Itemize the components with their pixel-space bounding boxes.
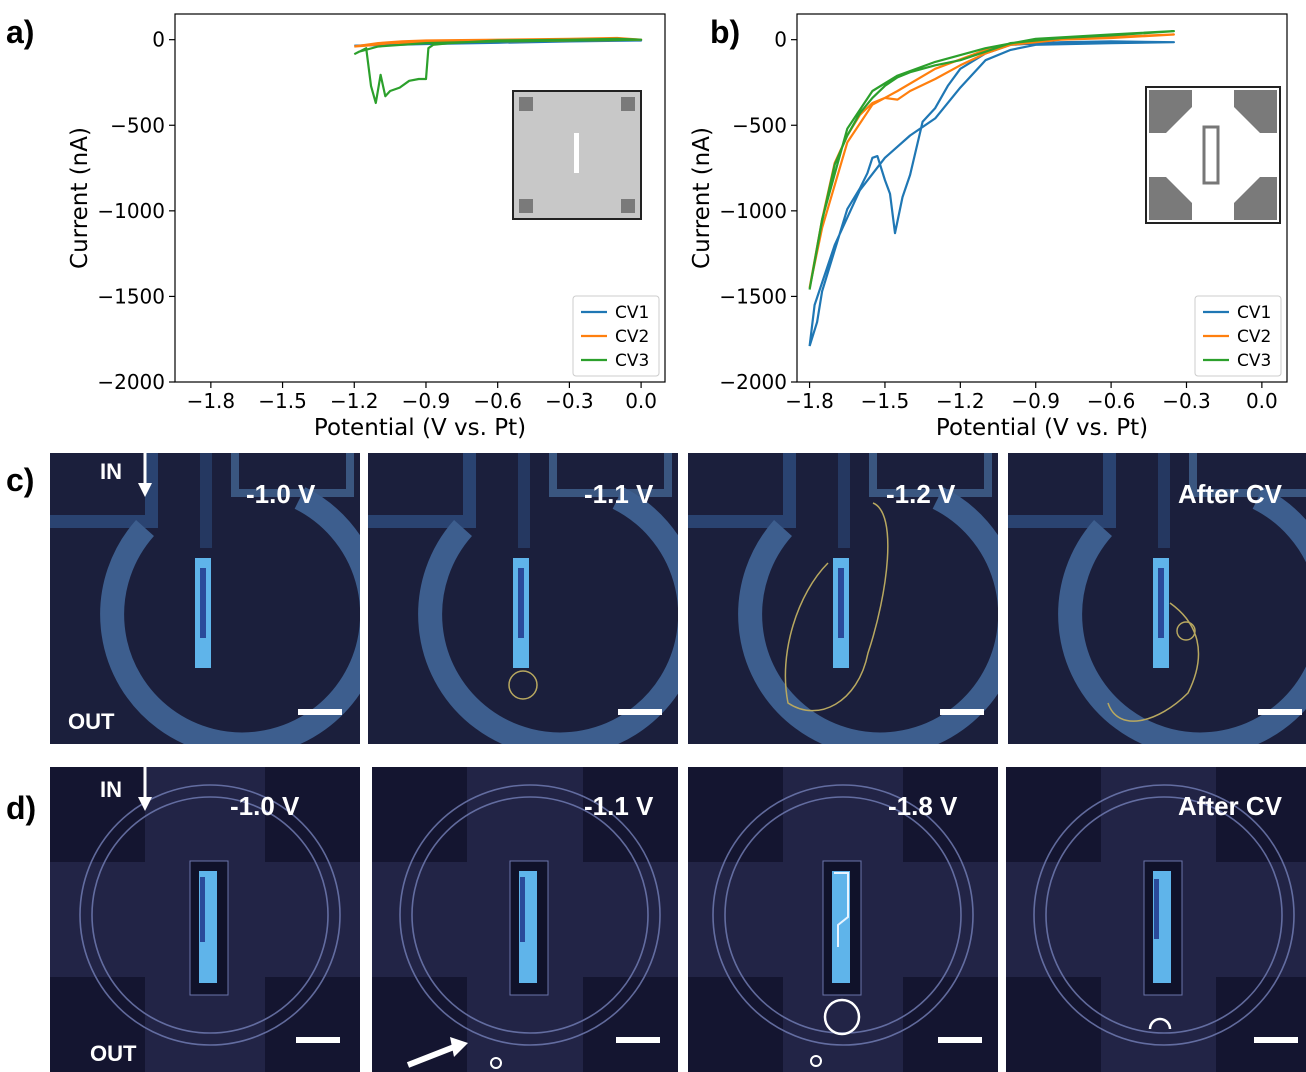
legend-label: CV1 [615, 303, 649, 323]
x-tick-label: 0.0 [625, 389, 657, 413]
frame-voltage-label: -1.1 V [584, 479, 654, 509]
y-tick-label: −1000 [719, 199, 787, 223]
x-tick-label: −0.6 [1087, 389, 1136, 413]
y-tick-label: −1500 [97, 284, 165, 308]
inset-pad [621, 97, 635, 111]
device-d-3 [688, 767, 998, 1072]
legend-label: CV3 [615, 351, 649, 371]
scale-bar [1258, 709, 1302, 715]
frame-voltage-label: -1.8 V [888, 791, 958, 821]
device-d-4 [1006, 767, 1306, 1072]
x-tick-label: −1.5 [861, 389, 910, 413]
frame-voltage-label: After CV [1178, 479, 1283, 509]
y-axis-label: Current (nA) [67, 127, 93, 269]
scale-bar [296, 1037, 340, 1043]
x-tick-label: −1.8 [785, 389, 834, 413]
legend-label: CV3 [1237, 351, 1271, 371]
panel-label-b: b) [710, 14, 741, 50]
y-tick-label: −1500 [719, 284, 787, 308]
x-tick-label: −0.3 [1162, 389, 1211, 413]
x-axis-label: Potential (V vs. Pt) [314, 415, 526, 441]
in-arrow-icon [138, 453, 152, 497]
micrograph-c-3: -1.2 V [688, 453, 998, 744]
inset-pad [1149, 177, 1192, 220]
x-tick-label: −0.9 [402, 389, 451, 413]
micrograph-d-2: -1.1 V [372, 767, 678, 1072]
y-axis-label: Current (nA) [689, 127, 715, 269]
x-tick-label: 0.0 [1246, 389, 1278, 413]
series-line-cv1 [808, 40, 1176, 347]
micrograph-c-4: After CV [1008, 453, 1306, 744]
device-c-3 [688, 453, 998, 744]
inset-pad [1149, 90, 1192, 133]
x-tick-label: −1.5 [258, 389, 307, 413]
device-c-4 [1008, 453, 1306, 744]
out-label: OUT [68, 709, 115, 734]
micrograph-d-4: After CV [1006, 767, 1306, 1072]
x-tick-label: −0.9 [1011, 389, 1060, 413]
panel-label-d: d) [6, 790, 37, 826]
device-d-1 [50, 767, 360, 1072]
frame-voltage-label: -1.2 V [886, 479, 956, 509]
micrograph-c-2: -1.1 V [368, 453, 678, 744]
y-tick-label: −500 [732, 113, 787, 137]
x-tick-label: −1.8 [187, 389, 236, 413]
y-tick-label: −2000 [719, 370, 787, 394]
frame-voltage-label: After CV [1178, 791, 1283, 821]
x-tick-label: −0.3 [545, 389, 594, 413]
panel-label-a: a) [6, 14, 35, 50]
out-label: OUT [90, 1041, 137, 1066]
device-c-2 [368, 453, 678, 744]
scale-bar [618, 709, 662, 715]
cv-charts: −1.8 −1.5 −1.2 −0.9 −0.6 −0.3 0.0 0 −500 −1000 −15… [67, 13, 1288, 441]
y-tick-label: −500 [110, 113, 165, 137]
frame-voltage-label: -1.0 V [230, 791, 300, 821]
inset-electrode [1202, 125, 1220, 185]
legend-box [572, 295, 660, 377]
scale-bar [298, 709, 342, 715]
inset-pad [1234, 177, 1277, 220]
in-label: IN [100, 777, 122, 802]
legend-label: CV2 [1237, 327, 1271, 347]
x-tick-label: −1.2 [936, 389, 985, 413]
y-tick-label: −2000 [97, 370, 165, 394]
in-label: IN [100, 459, 122, 484]
scale-bar [1254, 1037, 1298, 1043]
inset-electrode [574, 133, 579, 173]
legend-label: CV2 [615, 327, 649, 347]
micrograph-d-1: IN -1.0 V OUT [50, 767, 360, 1072]
x-tick-label: −1.2 [330, 389, 379, 413]
frame-voltage-label: -1.1 V [584, 791, 654, 821]
inset-pad [519, 97, 533, 111]
micrograph-c-1: IN -1.0 V OUT [50, 453, 360, 744]
panel-label-c: c) [6, 462, 35, 498]
inset-pad [519, 199, 533, 213]
scale-bar [616, 1037, 660, 1043]
scale-bar [940, 709, 984, 715]
inset-pad [621, 199, 635, 213]
device-d-2 [372, 767, 678, 1072]
in-arrow-icon [138, 767, 152, 811]
series-line-cv3 [808, 30, 1176, 290]
scale-bar [938, 1037, 982, 1043]
y-tick-label: −1000 [97, 199, 165, 223]
inset-pad [1234, 90, 1277, 133]
y-tick-label: 0 [774, 28, 787, 52]
y-tick-label: 0 [152, 28, 165, 52]
micrograph-d-3: -1.8 V [688, 767, 998, 1072]
x-tick-label: −0.6 [473, 389, 522, 413]
frame-voltage-label: -1.0 V [246, 479, 316, 509]
legend-label: CV1 [1237, 303, 1271, 323]
series-line-cv3 [353, 37, 643, 105]
legend-box [1194, 295, 1282, 377]
device-c-1 [50, 453, 360, 744]
x-axis-label: Potential (V vs. Pt) [936, 415, 1148, 441]
